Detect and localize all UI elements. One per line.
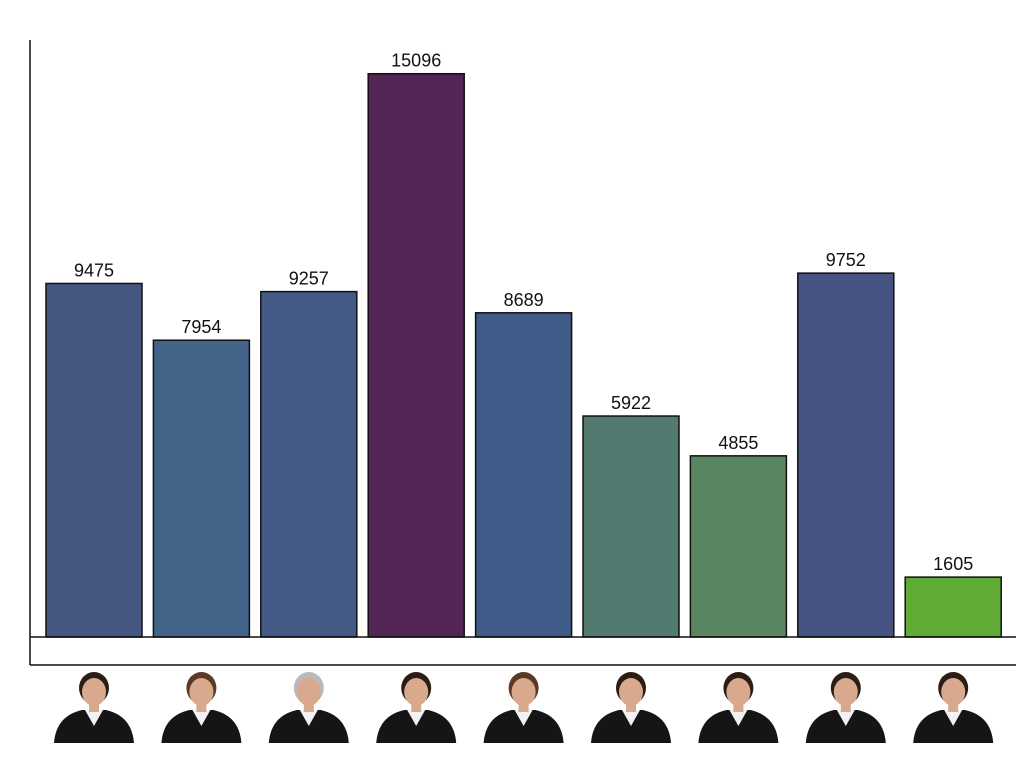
bar-3	[260, 290, 358, 638]
value-label-9: 1605	[933, 554, 973, 574]
value-label-3: 9257	[289, 269, 329, 289]
value-labels-group: 9475 7954 9257 15096 8689 5922 4855 9752 1605	[74, 51, 973, 574]
bar-4	[367, 72, 465, 638]
value-label-8: 9752	[826, 250, 866, 270]
justice-portrait-icon	[591, 672, 671, 743]
value-label-6: 5922	[611, 393, 651, 413]
justice-portrait-icon	[268, 672, 349, 743]
bar-7	[689, 455, 788, 638]
bar-5	[474, 312, 573, 638]
value-label-7: 4855	[718, 433, 758, 453]
justice-portrait-icon	[698, 672, 779, 743]
justice-portrait-icon	[483, 672, 564, 743]
justice-portrait-icon	[54, 672, 134, 743]
value-label-1: 9475	[74, 260, 114, 280]
portraits-group	[54, 672, 994, 743]
justice-portrait-icon	[805, 672, 886, 743]
justice-portrait-icon	[913, 672, 994, 743]
value-label-2: 7954	[181, 317, 221, 337]
bars-group	[45, 72, 1002, 638]
bar-8	[797, 272, 895, 638]
bar-9	[904, 576, 1002, 638]
justice-portrait-icon	[161, 672, 242, 743]
value-label-5: 8689	[504, 290, 544, 310]
value-label-4: 15096	[391, 51, 441, 71]
justice-portrait-icon	[376, 672, 457, 743]
bar-2	[152, 339, 251, 638]
bar-6	[582, 415, 680, 638]
bar-1	[45, 282, 143, 638]
